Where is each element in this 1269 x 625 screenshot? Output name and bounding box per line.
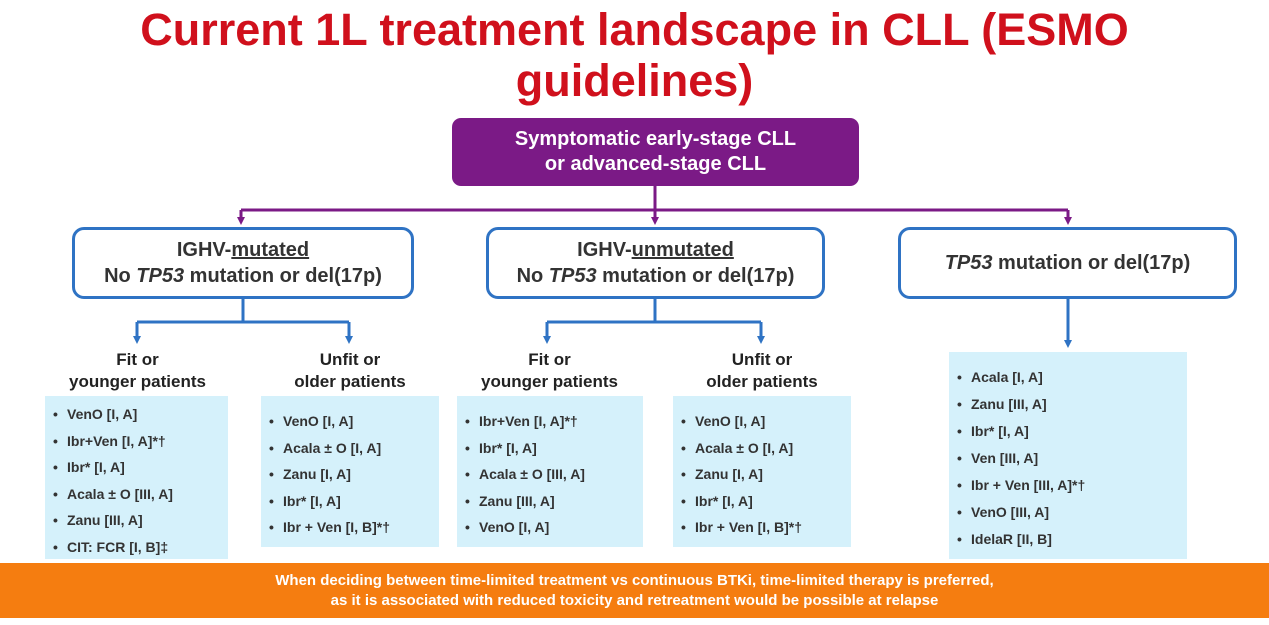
group-mutated-prefix: IGHV-	[176, 239, 232, 261]
group-mutated-line2-pre: No	[104, 265, 137, 287]
list-item: Ibr* [I, A]	[673, 488, 851, 515]
list-item: Acala ± O [I, A]	[261, 435, 439, 462]
banner-line-1: When deciding between time-limited treat…	[275, 571, 994, 589]
group-tp53-line: TP53 mutation or del(17p)	[945, 250, 1191, 276]
header-unmut-fit-line-2: younger patients	[481, 372, 618, 391]
header-unmut-unfit-line-1: Unfit or	[731, 350, 793, 369]
header-mut-fit-line-1: Fit or	[116, 350, 159, 369]
bottom-banner: When deciding between time-limited treat…	[0, 563, 1269, 618]
list-item: VenO [I, A]	[45, 401, 228, 428]
list-item: Ibr* [I, A]	[457, 435, 643, 462]
group-unmutated-keyword: unmutated	[631, 239, 734, 261]
list-item: Zanu [I, A]	[673, 461, 851, 488]
root-line-2: or advanced-stage CLL	[544, 153, 767, 175]
list-item: CIT: FCR [I, B]‡	[45, 534, 228, 561]
list-item: Ibr* [I, A]	[949, 418, 1187, 445]
root-line-1: Symptomatic early-stage CLL	[514, 128, 797, 150]
group-unmutated-line-1: IGHV-unmutated	[577, 237, 734, 263]
list-item: Ibr* [I, A]	[45, 454, 228, 481]
list-item: Zanu [I, A]	[261, 461, 439, 488]
list-item: Ven [III, A]	[949, 445, 1187, 472]
list-item: Ibr+Ven [I, A]*†	[45, 428, 228, 455]
header-mut-fit-line-2: younger patients	[69, 372, 206, 391]
list-item: VenO [III, A]	[949, 499, 1187, 526]
list-item: Ibr* [I, A]	[261, 488, 439, 515]
list-item: Acala ± O [I, A]	[673, 435, 851, 462]
group-unmutated-line-2: No TP53 mutation or del(17p)	[517, 263, 795, 289]
list-item: IdelaR [II, B]	[949, 526, 1187, 553]
header-mut-unfit-line-2: older patients	[294, 372, 406, 391]
list-item: Acala [I, A]	[949, 364, 1187, 391]
header-unmut-unfit-line-2: older patients	[706, 372, 818, 391]
list-mut-unfit: VenO [I, A] Acala ± O [I, A] Zanu [I, A]…	[261, 396, 439, 547]
group-tp53-post: mutation or del(17p)	[992, 252, 1191, 274]
list-item: VenO [I, A]	[673, 408, 851, 435]
group-mutated-gene: TP53	[136, 265, 185, 287]
list-item: Ibr + Ven [I, B]*†	[261, 514, 439, 541]
header-mut-fit: Fit or younger patients	[40, 349, 235, 393]
group-mutated-line-2: No TP53 mutation or del(17p)	[104, 263, 382, 289]
banner-line-2: as it is associated with reduced toxicit…	[330, 591, 939, 609]
list-item: Acala ± O [III, A]	[45, 481, 228, 508]
list-item: VenO [I, A]	[457, 514, 643, 541]
group-unmutated-gene: TP53	[548, 265, 597, 287]
list-item: Ibr + Ven [I, B]*†	[673, 514, 851, 541]
group-mutated-keyword: mutated	[231, 239, 310, 261]
group-unmutated-prefix: IGHV-	[577, 239, 632, 261]
list-unmut-unfit: VenO [I, A] Acala ± O [I, A] Zanu [I, A]…	[673, 396, 851, 547]
list-item: Zanu [III, A]	[457, 488, 643, 515]
list-item: Ibr + Ven [III, A]*†	[949, 472, 1187, 499]
list-tp53: Acala [I, A] Zanu [III, A] Ibr* [I, A] V…	[949, 352, 1187, 559]
header-unmut-fit: Fit or younger patients	[452, 349, 647, 393]
list-unmut-fit: Ibr+Ven [I, A]*† Ibr* [I, A] Acala ± O […	[457, 396, 643, 547]
list-mut-fit: VenO [I, A] Ibr+Ven [I, A]*† Ibr* [I, A]…	[45, 396, 228, 561]
group-mutated-line-1: IGHV-mutated	[177, 237, 309, 263]
group-unmutated-line2-post: mutation or del(17p)	[596, 265, 795, 287]
list-item: VenO [I, A]	[261, 408, 439, 435]
page-title: Current 1L treatment landscape in CLL (E…	[0, 4, 1269, 106]
title-line-2: guidelines)	[515, 55, 754, 106]
title-line-1: Current 1L treatment landscape in CLL (E…	[140, 4, 1129, 55]
list-item: Zanu [III, A]	[949, 391, 1187, 418]
group-mutated-line2-post: mutation or del(17p)	[184, 265, 382, 287]
list-item: Zanu [III, A]	[45, 507, 228, 534]
group-ighv-mutated: IGHV-mutated No TP53 mutation or del(17p…	[72, 227, 414, 299]
root-node: Symptomatic early-stage CLL or advanced-…	[452, 118, 859, 186]
group-unmutated-line2-pre: No	[516, 265, 549, 287]
header-mut-unfit-line-1: Unfit or	[319, 350, 381, 369]
header-unmut-fit-line-1: Fit or	[528, 350, 571, 369]
group-tp53: TP53 mutation or del(17p)	[898, 227, 1237, 299]
list-item: Ibr+Ven [I, A]*†	[457, 408, 643, 435]
group-tp53-gene: TP53	[944, 252, 993, 274]
group-ighv-unmutated: IGHV-unmutated No TP53 mutation or del(1…	[486, 227, 825, 299]
list-item: Acala ± O [III, A]	[457, 461, 643, 488]
header-mut-unfit: Unfit or older patients	[255, 349, 445, 393]
header-unmut-unfit: Unfit or older patients	[667, 349, 857, 393]
